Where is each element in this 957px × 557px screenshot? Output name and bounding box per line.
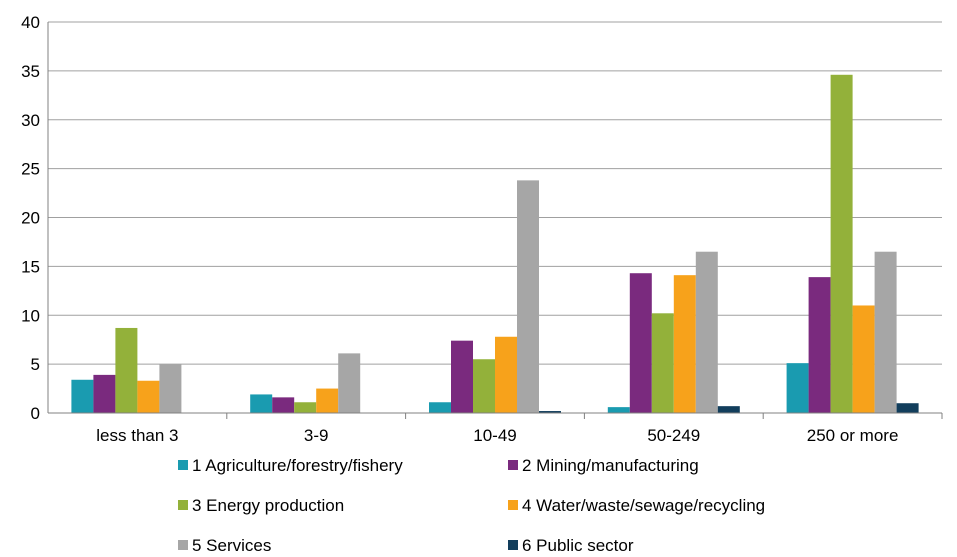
legend-label: 2 Mining/manufacturing — [522, 456, 699, 475]
bar — [250, 394, 272, 413]
bar — [451, 341, 473, 413]
bar — [630, 273, 652, 413]
bar — [159, 364, 181, 413]
legend-label: 3 Energy production — [192, 496, 344, 515]
y-tick-label: 0 — [31, 404, 40, 423]
x-tick-label: 250 or more — [807, 426, 899, 445]
legend-label: 5 Services — [192, 536, 271, 555]
y-tick-label: 25 — [21, 160, 40, 179]
x-tick-label: 50-249 — [647, 426, 700, 445]
x-tick-label: 3-9 — [304, 426, 329, 445]
y-tick-label: 15 — [21, 257, 40, 276]
y-axis: 0 5 10 15 20 25 30 35 40 — [21, 13, 48, 423]
x-axis: less than 3 3-9 10-49 50-249 250 or more — [48, 413, 942, 445]
y-tick-label: 10 — [21, 306, 40, 325]
bar — [831, 75, 853, 413]
legend-label: 1 Agriculture/forestry/fishery — [192, 456, 403, 475]
bar — [787, 363, 809, 413]
y-tick-label: 20 — [21, 209, 40, 228]
bar — [674, 275, 696, 413]
legend-swatch — [178, 500, 188, 510]
x-tick-label: 10-49 — [473, 426, 516, 445]
bar — [473, 359, 495, 413]
bar — [115, 328, 137, 413]
gridlines — [48, 22, 942, 364]
legend-swatch — [178, 460, 188, 470]
legend-label: 4 Water/waste/sewage/recycling — [522, 496, 765, 515]
bar — [316, 389, 338, 413]
bar — [652, 313, 674, 413]
bar — [517, 180, 539, 413]
y-tick-label: 35 — [21, 62, 40, 81]
legend-swatch — [178, 540, 188, 550]
legend-swatch — [508, 500, 518, 510]
bar — [809, 277, 831, 413]
y-tick-label: 30 — [21, 111, 40, 130]
x-tick-label: less than 3 — [96, 426, 178, 445]
bar — [272, 397, 294, 413]
legend: 1 Agriculture/forestry/fishery 2 Mining/m… — [178, 456, 765, 555]
bar — [338, 353, 360, 413]
bar — [429, 402, 451, 413]
legend-label: 6 Public sector — [522, 536, 634, 555]
legend-swatch — [508, 540, 518, 550]
bar — [696, 252, 718, 413]
bar — [93, 375, 115, 413]
bar — [137, 381, 159, 413]
y-tick-label: 40 — [21, 13, 40, 32]
bar — [875, 252, 897, 413]
bar — [608, 407, 630, 413]
bar — [495, 337, 517, 413]
bar — [71, 380, 93, 413]
bar — [897, 403, 919, 413]
y-tick-label: 5 — [31, 355, 40, 374]
bar — [294, 402, 316, 413]
bars — [71, 75, 918, 413]
bar — [853, 305, 875, 413]
bar — [718, 406, 740, 413]
legend-swatch — [508, 460, 518, 470]
